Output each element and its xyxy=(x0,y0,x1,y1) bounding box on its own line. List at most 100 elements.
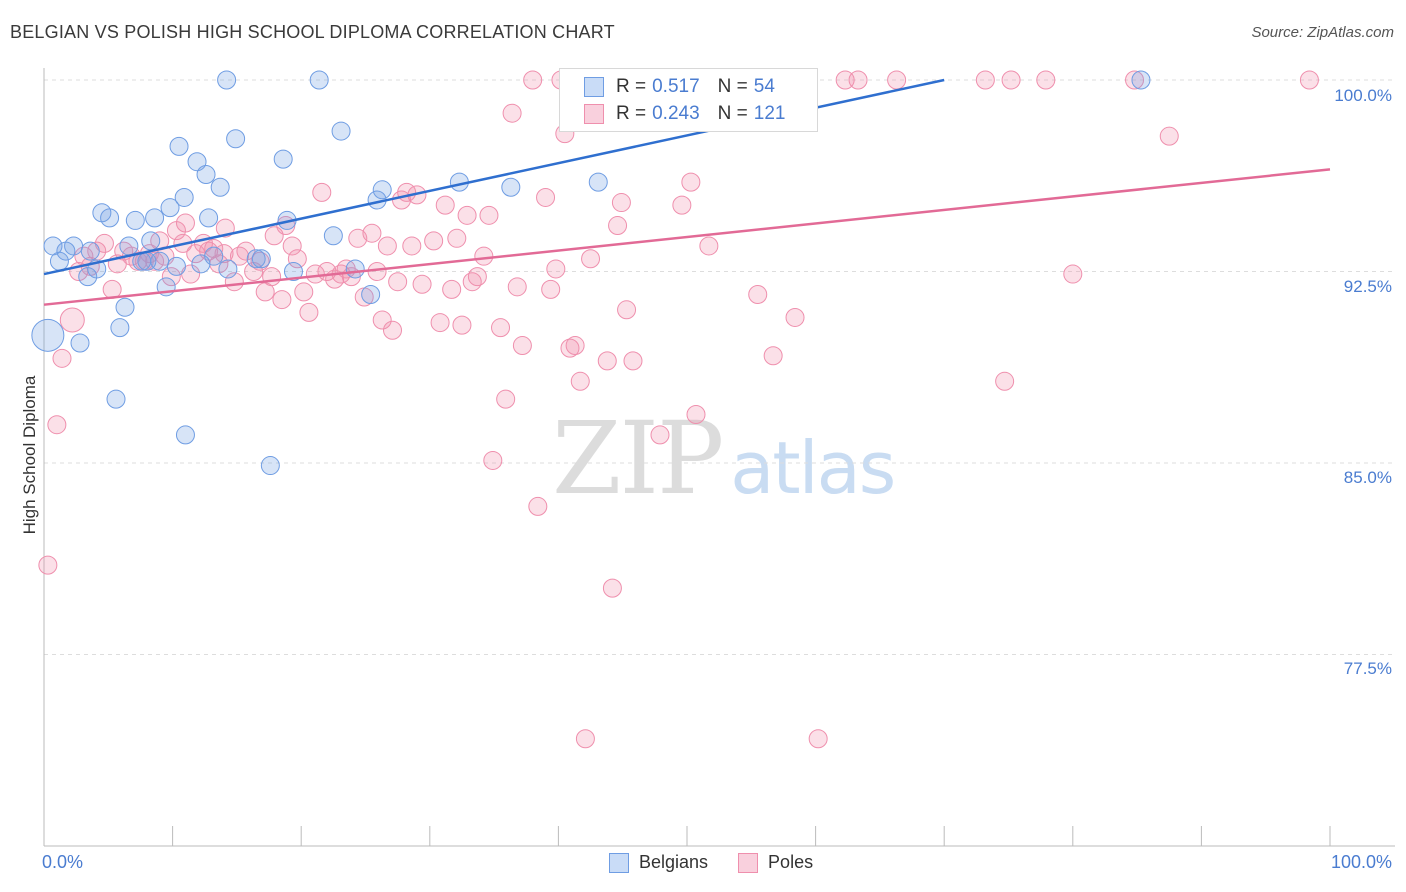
belgians-point xyxy=(100,208,120,228)
y-tick-label-85: 85.0% xyxy=(1343,468,1392,487)
belgians-point xyxy=(251,249,271,269)
poles-point xyxy=(975,70,995,90)
poles-point xyxy=(650,425,670,445)
poles-point xyxy=(161,267,181,287)
poles-point xyxy=(1063,264,1083,284)
poles-point xyxy=(377,236,397,256)
poles-point xyxy=(686,404,706,424)
legend-r-value: 0.243 xyxy=(652,103,700,124)
series-legend: Belgians Poles xyxy=(609,852,843,873)
poles-point xyxy=(424,231,444,251)
legend-n-value: 121 xyxy=(753,103,786,124)
poles-point xyxy=(442,279,462,299)
belgians-point xyxy=(273,149,293,169)
legend-n-label: N = xyxy=(717,103,748,124)
poles-point xyxy=(294,282,314,302)
poles-point xyxy=(299,302,319,322)
poles-point xyxy=(383,320,403,340)
poles-point xyxy=(546,259,566,279)
belgians-point xyxy=(204,246,224,266)
poles-point xyxy=(512,336,532,356)
source-label: Source: ZipAtlas.com xyxy=(1251,24,1394,41)
belgians-point xyxy=(145,208,165,228)
poles-point xyxy=(348,228,368,248)
belgians-point xyxy=(115,297,135,317)
belgians-point xyxy=(199,208,219,228)
poles-point xyxy=(483,450,503,470)
poles-point xyxy=(672,195,692,215)
poles-point xyxy=(507,277,527,297)
watermark-sub: atlas xyxy=(730,426,896,510)
y-tick-label-100: 100.0% xyxy=(1334,86,1392,105)
belgians-point xyxy=(125,210,145,230)
belgians-point xyxy=(323,226,343,246)
belgians-point xyxy=(217,70,237,90)
y-axis-label: High School Diploma xyxy=(20,375,39,535)
poles-point xyxy=(528,496,548,516)
poles-legend-label: Poles xyxy=(768,852,814,872)
legend-row-poles: R = 0.243 N = 121 xyxy=(584,102,785,126)
poles-point xyxy=(452,315,472,335)
poles-trendline xyxy=(43,168,1331,306)
poles-point xyxy=(808,729,828,749)
belgians-point xyxy=(196,164,216,184)
legend-n-label: N = xyxy=(717,76,748,97)
poles-point xyxy=(597,351,617,371)
legend-item-belgians[interactable]: Belgians xyxy=(609,852,708,873)
belgians-point xyxy=(1131,70,1151,90)
belgians-point xyxy=(210,177,230,197)
belgians-point xyxy=(501,177,521,197)
belgians-point xyxy=(361,284,381,304)
legend-item-poles[interactable]: Poles xyxy=(738,852,813,873)
poles-point xyxy=(262,267,282,287)
belgians-point xyxy=(283,262,303,281)
x-tick-label-min: 0.0% xyxy=(42,852,84,872)
poles-point xyxy=(388,272,408,292)
watermark-main: ZIP xyxy=(552,400,724,517)
poles-point xyxy=(430,313,450,333)
belgians-point xyxy=(119,236,139,256)
poles-point xyxy=(536,187,556,207)
belgians-point xyxy=(141,231,161,251)
belgians-point xyxy=(106,389,126,409)
poles-point xyxy=(1001,70,1021,90)
poles-point xyxy=(581,249,601,269)
poles-point xyxy=(474,246,494,266)
belgians-point xyxy=(246,249,266,269)
poles-point xyxy=(204,239,224,259)
poles-point xyxy=(748,284,768,304)
poles-point xyxy=(1159,126,1179,146)
poles-point xyxy=(412,274,432,294)
poles-point xyxy=(38,555,58,575)
poles-point xyxy=(1036,70,1056,90)
poles-point xyxy=(272,290,292,310)
belgians-point xyxy=(309,70,329,90)
poles-point xyxy=(541,279,561,299)
belgians-point xyxy=(64,236,84,256)
poles-point xyxy=(462,272,482,292)
poles-point xyxy=(47,415,67,435)
y-tick-label-77-5: 77.5% xyxy=(1343,659,1392,678)
belgians-legend-label: Belgians xyxy=(639,852,709,872)
poles-point xyxy=(287,249,307,269)
poles-point xyxy=(491,318,511,338)
belgians-point xyxy=(166,256,186,276)
poles-point xyxy=(479,205,499,225)
belgians-point xyxy=(70,333,90,353)
poles-point xyxy=(467,267,487,287)
belgians-swatch xyxy=(584,77,604,97)
belgians-point xyxy=(588,172,608,192)
poles-point xyxy=(617,300,637,320)
poles-point xyxy=(447,228,467,248)
poles-point xyxy=(681,172,701,192)
belgians-point xyxy=(80,241,100,261)
poles-point xyxy=(215,218,235,238)
poles-point xyxy=(496,389,516,409)
belgians-point xyxy=(372,180,392,200)
belgians-point xyxy=(218,259,238,279)
poles-point xyxy=(763,346,783,366)
belgians-point xyxy=(174,187,194,207)
belgians-point xyxy=(169,136,189,156)
poles-point xyxy=(602,578,622,598)
